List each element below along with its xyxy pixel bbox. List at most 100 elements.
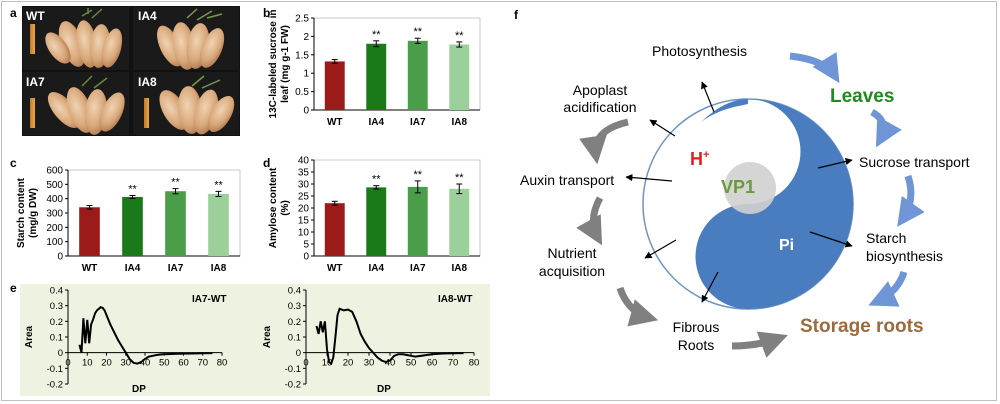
photo-tag-ia4: IA4 — [138, 9, 157, 23]
node-starch-line2: biosynthesis — [866, 248, 943, 264]
y-axis-label: 13C-labeled sucrose in — [268, 10, 279, 118]
vp1-label: VP1 — [721, 177, 755, 197]
bar — [324, 61, 345, 110]
y-tick-label: -0.1 — [285, 364, 301, 375]
y-tick-label: 2 — [303, 32, 309, 43]
significance-label: ** — [372, 174, 381, 186]
x-tick-label: IA8 — [451, 117, 467, 128]
y-tick-label: 0.3 — [50, 301, 63, 312]
arrow-fibrous-to-storage — [731, 331, 788, 358]
y-tick-label: 0.3 — [288, 301, 301, 312]
y-tick-label: 600 — [46, 166, 63, 177]
h-plus-label: H+ — [690, 149, 709, 169]
node-auxin-transport: Auxin transport — [520, 172, 614, 188]
node-apoplast-line1: Apoplast — [573, 82, 628, 98]
x-tick-label: 20 — [101, 358, 112, 369]
x-tick-label: 10 — [82, 358, 93, 369]
bar — [366, 187, 387, 256]
y-tick-label: 10 — [298, 228, 310, 239]
x-tick-label: WT — [327, 117, 343, 128]
panel-b-label: b — [263, 6, 271, 20]
y-axis-label: Area — [262, 325, 273, 348]
y-tick-label: 400 — [46, 194, 63, 205]
x-tick-label: WT — [82, 263, 98, 274]
node-nutrient-line2: acquisition — [539, 263, 605, 279]
significance-label: ** — [372, 29, 381, 41]
y-tick-label: 5 — [303, 240, 309, 251]
arrow-leaves-to-sucrose — [870, 108, 902, 148]
node-nutrient-line1: Nutrient — [547, 245, 596, 261]
y-tick-label: 0 — [303, 106, 309, 117]
y-axis-label: (mg/g DW) — [28, 188, 39, 238]
x-tick-label: IA7 — [410, 117, 426, 128]
y-tick-label: 35 — [298, 168, 310, 179]
y-tick-label: 300 — [46, 209, 63, 220]
photo-ia4: IA4 — [133, 7, 239, 70]
series-line — [315, 307, 464, 366]
y-tick-label: 40 — [298, 156, 310, 167]
node-starch-line1: Starch — [866, 230, 906, 246]
y-tick-label: 0.2 — [50, 317, 63, 328]
significance-label: ** — [128, 184, 137, 196]
x-tick-label: 80 — [469, 358, 480, 369]
photo-ia7: IA7 — [23, 72, 129, 135]
panel-c-label: c — [10, 156, 17, 170]
x-tick-label: 60 — [427, 358, 438, 369]
x-tick-label: 80 — [217, 358, 228, 369]
vp1-circle — [724, 162, 776, 214]
y-tick-label: 500 — [46, 180, 63, 191]
significance-label: ** — [455, 30, 464, 42]
arrow-apoplast-to-auxin — [579, 118, 629, 165]
significance-label: ** — [413, 169, 422, 181]
node-sucrose-transport: Sucrose transport — [859, 154, 970, 170]
arrow-auxin-to-nutrient — [576, 196, 604, 246]
arrow-to-sucrose — [817, 157, 853, 169]
chart-sucrose-bar: 0 0.5 1 1.5 2 2.5 WT ** IA4 ** IA7 ** IA8 13C-labeled… — [268, 10, 481, 128]
bar — [122, 196, 143, 256]
photo-wt: WT — [23, 7, 129, 70]
bar — [449, 44, 470, 110]
bar — [407, 40, 428, 110]
x-tick-label: 30 — [120, 358, 131, 369]
photo-tag-ia7: IA7 — [26, 75, 45, 89]
chart-starch-bar: 0 100 200 300 400 500 600 WT ** IA4 ** IA7 ** IA8 Star… — [16, 166, 241, 274]
arrow-to-nutrient — [644, 239, 677, 259]
x-tick-label: 10 — [322, 358, 333, 369]
y-tick-label: 0 — [296, 348, 301, 359]
pi-label: Pi — [779, 237, 794, 254]
x-axis-label: DP — [132, 384, 146, 395]
x-tick-label: IA7 — [168, 263, 184, 274]
bar — [366, 43, 387, 111]
panel-a-label: a — [10, 6, 17, 20]
series-line — [78, 306, 213, 365]
chart-title: IA8-WT — [438, 294, 472, 305]
y-tick-label: 1.5 — [295, 50, 309, 61]
arrow-sucrose-to-starch — [897, 174, 925, 227]
x-tick-label: WT — [327, 263, 343, 274]
x-tick-label: 0 — [303, 358, 308, 369]
x-tick-label: 0 — [65, 358, 70, 369]
photo-ia8: IA8 — [133, 72, 239, 135]
x-tick-label: 40 — [140, 358, 151, 369]
node-fibrous-line1: Fibrous — [673, 319, 720, 335]
arrow-to-apoplast — [649, 119, 676, 137]
arrow-starch-to-storage — [868, 270, 908, 307]
y-axis-label: (%) — [280, 200, 291, 216]
chart-dp-ia8: -0.2-0.100.10.20.30.40 10 20 30 40 50 60 70 80IA… — [262, 286, 480, 396]
chart-title: IA7-WT — [192, 294, 226, 305]
y-axis-label: Amylose content — [268, 167, 279, 248]
node-storage-roots: Storage roots — [800, 316, 924, 337]
y-tick-label: 200 — [46, 223, 63, 234]
x-axis-label: DP — [377, 384, 391, 395]
significance-label: ** — [413, 26, 422, 38]
y-tick-label: 25 — [298, 192, 310, 203]
y-tick-label: 30 — [298, 180, 310, 191]
photo-tag-wt: WT — [26, 9, 45, 23]
node-apoplast-line2: acidification — [563, 99, 636, 115]
bar — [324, 203, 345, 256]
y-tick-label: 0.2 — [288, 317, 301, 328]
panel-e-background — [20, 284, 490, 396]
vacuole-shape — [695, 99, 853, 309]
bar — [165, 191, 186, 256]
